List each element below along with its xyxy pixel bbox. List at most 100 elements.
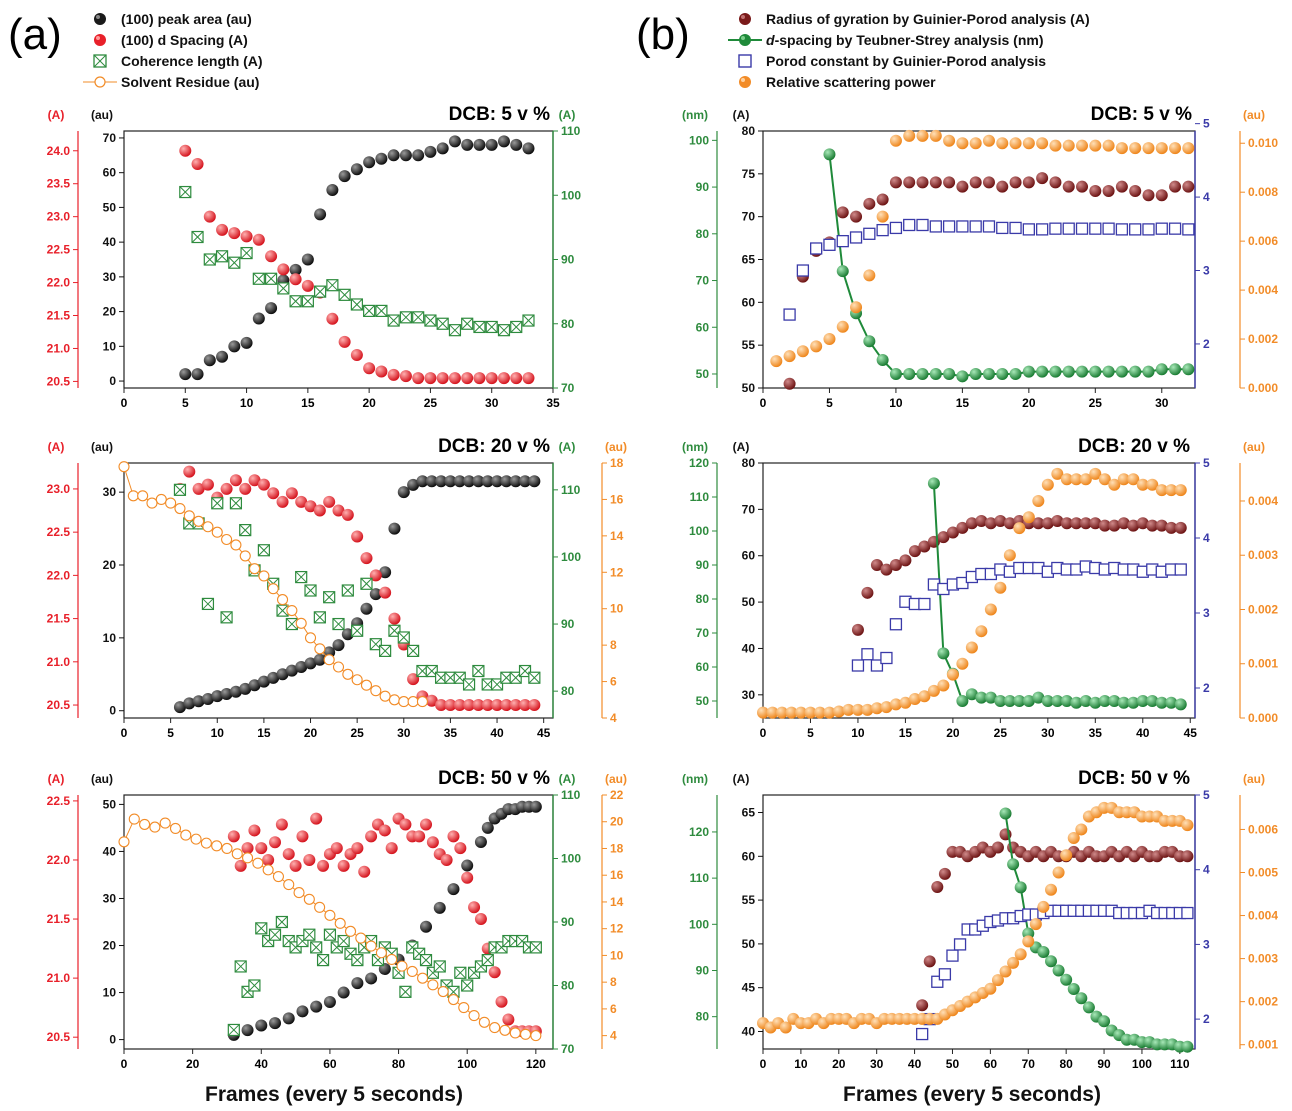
data-point	[454, 842, 467, 855]
data-point	[982, 367, 995, 380]
data-point	[304, 632, 317, 644]
data-point	[1102, 365, 1115, 378]
data-point	[229, 685, 242, 698]
orange_au-tick-label: 0.008	[1248, 185, 1278, 199]
data-point	[332, 617, 345, 631]
orange_au-tick-label: 16	[610, 492, 624, 506]
data-point	[420, 920, 433, 933]
data-point	[385, 842, 398, 855]
data-point	[248, 679, 261, 692]
data-point	[489, 1022, 501, 1034]
data-point	[379, 644, 392, 657]
data-point	[804, 706, 817, 719]
data-point	[1089, 139, 1102, 152]
orange_au-tick-label: 0.001	[1248, 1038, 1278, 1052]
data-point	[337, 859, 350, 872]
data-point	[252, 233, 265, 246]
data-point	[296, 830, 309, 843]
data-point	[863, 335, 876, 348]
chart-title: DCB: 20 v %	[438, 436, 550, 457]
data-point	[193, 515, 205, 527]
x-tick-label: 10	[240, 396, 254, 410]
chart-title: DCB: 20 v %	[1078, 436, 1190, 457]
data-point	[956, 180, 969, 193]
nm-tick-label: 70	[696, 274, 710, 288]
series-green_A	[179, 185, 535, 337]
orange_au-tick-label: 4	[610, 711, 617, 725]
data-point	[240, 246, 253, 260]
data-point	[1022, 695, 1035, 707]
nm-tick-label: 90	[696, 963, 710, 977]
data-point	[850, 301, 863, 314]
A-tick-label: 55	[742, 338, 756, 352]
x-tick-label: 35	[546, 396, 560, 410]
orange_au-axis-unit-label: (au)	[1243, 440, 1265, 454]
data-point	[203, 354, 216, 367]
orange_au-tick-label: 12	[610, 922, 624, 936]
x-tick-label: 45	[1184, 726, 1198, 740]
data-point-cross	[228, 256, 241, 269]
data-point	[276, 495, 289, 508]
red_A-tick-label: 23.0	[47, 482, 71, 496]
data-point	[275, 818, 288, 831]
data-point	[183, 510, 195, 522]
red-sphere-marker-icon	[94, 33, 106, 46]
data-point	[275, 915, 288, 929]
data-point	[379, 566, 392, 579]
x-tick-label: 60	[984, 1057, 998, 1071]
data-point	[946, 668, 959, 681]
data-point	[870, 702, 883, 715]
data-point	[1076, 365, 1089, 378]
red_A-tick-label: 21.0	[47, 341, 71, 355]
data-point-cross	[174, 483, 186, 496]
legend-item-coherence: Coherence length (A)	[83, 50, 263, 71]
data-point	[1051, 467, 1064, 480]
blue-tick-label: 2	[1203, 681, 1210, 695]
data-point	[454, 966, 467, 979]
data-point	[1155, 222, 1168, 235]
data-point	[313, 611, 326, 624]
data-point-cross	[314, 285, 326, 298]
data-point	[1165, 484, 1178, 497]
data-point	[779, 1021, 792, 1034]
orange_au-tick-label: 0.000	[1248, 711, 1278, 725]
data-point	[1127, 473, 1140, 486]
blue-tick-label: 4	[1203, 863, 1210, 877]
data-point	[201, 597, 215, 611]
legend-item-solvent: Solvent Residue (au)	[83, 71, 263, 92]
x-tick-label: 0	[121, 1057, 128, 1071]
data-point	[363, 304, 376, 317]
data-point	[350, 349, 363, 362]
x-axis-title-b: Frames (every 5 seconds)	[843, 1083, 1101, 1106]
data-point	[252, 272, 265, 285]
au-tick-label: 60	[103, 166, 117, 180]
data-point	[303, 853, 316, 866]
data-point-cross	[522, 314, 535, 327]
plot-frame	[762, 130, 1196, 389]
data-point	[249, 563, 261, 575]
orange_au-tick-label: 0.001	[1248, 657, 1278, 671]
data-point	[929, 367, 942, 380]
data-point-cross	[276, 604, 289, 617]
orange_au-tick-label: 8	[610, 638, 617, 652]
data-point	[267, 487, 280, 500]
blue-tick-label: 5	[1203, 788, 1210, 802]
au-axis-unit-label: (au)	[91, 108, 113, 122]
data-point-cross	[463, 678, 475, 691]
data-point	[461, 372, 474, 385]
data-point	[303, 893, 315, 905]
nm-tick-label: 50	[696, 694, 710, 708]
data-point	[1117, 696, 1130, 709]
data-point	[1108, 519, 1121, 532]
data-point	[1049, 176, 1062, 189]
data-point	[813, 706, 826, 719]
data-point	[473, 372, 486, 385]
orange_au-tick-label: 18	[610, 456, 624, 470]
data-point	[810, 340, 823, 353]
data-point	[255, 842, 268, 855]
data-point	[1079, 473, 1092, 486]
au-tick-label: 10	[103, 339, 117, 353]
data-point	[851, 659, 865, 672]
data-point	[943, 367, 956, 380]
